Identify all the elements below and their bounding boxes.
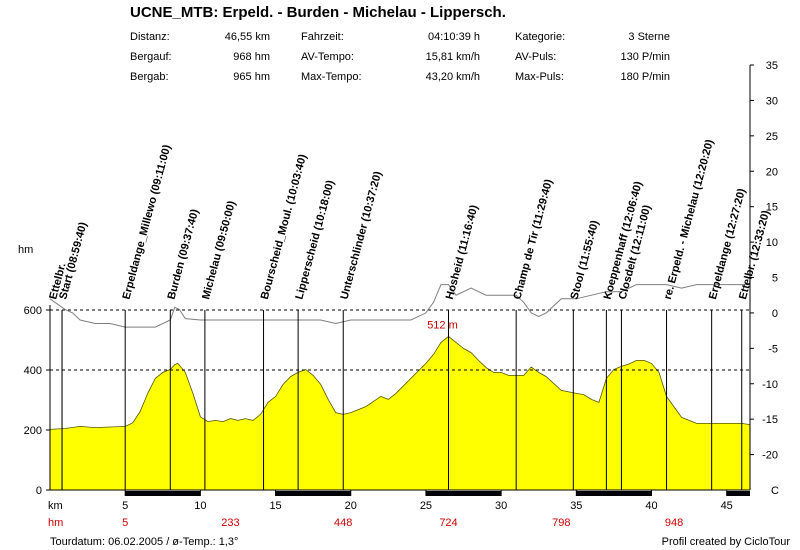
cum-climb-value: 798: [552, 517, 570, 529]
x-tick-label: 5: [122, 500, 128, 512]
max-elevation-label: 512 m: [427, 319, 458, 331]
x-tick-label: 15: [269, 500, 281, 512]
stat-value-bergauf: 968 hm: [233, 51, 270, 63]
elevation-area: [50, 336, 750, 490]
stat-label-fahrzeit: Fahrzeit:: [301, 31, 344, 43]
stat-value-av-tempo: 15,81 km/h: [425, 51, 480, 63]
y2-tick-label: -15: [762, 414, 778, 426]
waypoint-label: re. Erpeld. - Michelau (12:20:20): [662, 138, 716, 301]
stat-label-distanz: Distanz:: [130, 31, 170, 43]
stat-value-fahrzeit: 04:10:39 h: [428, 31, 480, 43]
stat-value-max-puls: 180 P/min: [620, 71, 670, 83]
x-tick-label: 40: [645, 500, 657, 512]
cum-climb-value: 724: [439, 517, 457, 529]
credit-footer: Profil created by CicloTour: [661, 536, 790, 548]
stat-label-bergauf: Bergauf:: [130, 51, 172, 63]
y2-tick-label: 30: [766, 95, 778, 107]
y2-tick-label: 15: [766, 202, 778, 214]
x-scale-segment: [425, 491, 502, 496]
stat-label-max-puls: Max-Puls:: [515, 71, 564, 83]
waypoint-label: Michelau (09:50:00): [200, 199, 238, 300]
y-tick-label: 600: [24, 305, 42, 317]
cum-climb-value: 448: [334, 517, 352, 529]
stat-value-av-puls: 130 P/min: [620, 51, 670, 63]
chart-title: UCNE_MTB: Erpeld. - Burden - Michelau - …: [130, 4, 506, 21]
waypoint-label: Erpeldange_Millewo (09:11:00): [120, 143, 173, 301]
y2-tick-label: -10: [762, 379, 778, 391]
y2-tick-label: 10: [766, 237, 778, 249]
y2-tick-label: 20: [766, 166, 778, 178]
stat-label-av-tempo: AV-Tempo:: [301, 51, 354, 63]
x-tick-label: 35: [570, 500, 582, 512]
waypoint-label: Champ de Tir (11:29:40): [511, 178, 555, 301]
x-scale-segment: [726, 491, 750, 496]
stat-label-av-puls: AV-Puls:: [515, 51, 557, 63]
x-axis-label: km: [48, 500, 63, 512]
y2-tick-label: -20: [762, 450, 778, 462]
stat-value-bergab: 965 hm: [233, 71, 270, 83]
y2-tick-label: 25: [766, 131, 778, 143]
cum-climb-value: 948: [665, 517, 683, 529]
cum-climb-value: 233: [221, 517, 239, 529]
waypoint-label: Hosheid (11:16:40): [444, 203, 481, 300]
stat-label-max-tempo: Max-Tempo:: [301, 71, 362, 83]
temperature-line: [49, 284, 750, 328]
x-tick-label: 20: [345, 500, 357, 512]
stat-value-kategorie: 3 Sterne: [628, 31, 670, 43]
x-scale-segment: [125, 491, 201, 496]
x-tick-label: 45: [721, 500, 733, 512]
stat-label-bergab: Bergab:: [130, 71, 169, 83]
waypoint-label: Burden (09:37:40): [166, 208, 202, 301]
elevation-line: [49, 335, 751, 430]
cum-climb-value: 5: [122, 517, 128, 529]
y-tick-label: 200: [24, 425, 42, 437]
waypoint-label: Unterschlinder (10:37:20): [339, 170, 385, 301]
cum-climb-label: hm: [48, 517, 63, 529]
tour-date-footer: Tourdatum: 06.02.2005 / ø-Temp.: 1,3°: [50, 536, 239, 548]
x-tick-label: 30: [495, 500, 507, 512]
stat-value-distanz: 46,55 km: [224, 31, 270, 43]
y2-tick-label: 0: [772, 308, 778, 320]
y-tick-label: 0: [36, 485, 42, 497]
waypoint-label: Stool (11:55:40): [569, 219, 602, 301]
x-tick-label: 25: [420, 500, 432, 512]
x-scale-segment: [275, 491, 351, 496]
y-axis-label: hm: [18, 244, 33, 256]
waypoint-label: Lipperscheid (10:18:00): [293, 179, 336, 301]
y-tick-label: 400: [24, 365, 42, 377]
x-scale-segment: [576, 491, 652, 496]
x-tick-label: 10: [194, 500, 206, 512]
stat-value-max-tempo: 43,20 km/h: [425, 71, 480, 83]
waypoint-label: Ettelbr. (12:33:20): [737, 209, 772, 301]
stat-label-kategorie: Kategorie:: [515, 31, 566, 43]
y2-tick-label: -5: [768, 343, 778, 355]
y2-axis-label: C: [771, 485, 779, 497]
y2-tick-label: 35: [766, 60, 778, 72]
y2-tick-label: 5: [772, 273, 778, 285]
waypoint-label: Start (08:59:40): [57, 221, 89, 301]
